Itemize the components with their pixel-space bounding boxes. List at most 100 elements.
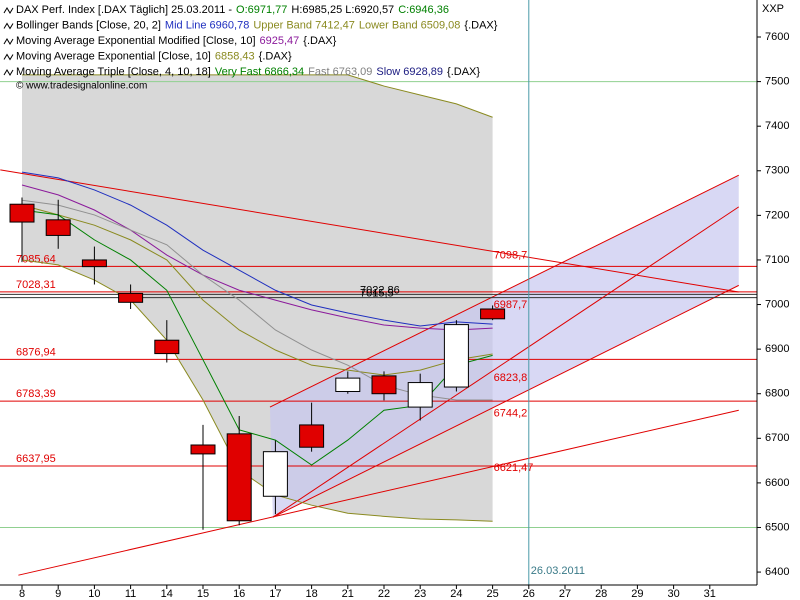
legend-entry: Bollinger Bands [Close, 20, 2] Mid Line 6… [16, 19, 498, 31]
candle-body [262, 451, 288, 497]
marker-level-label: 7015,5 [360, 288, 394, 300]
y-tick-label: 6400 [765, 566, 789, 578]
x-tick-label: 9 [55, 588, 61, 600]
x-tick-label: 28 [595, 588, 607, 600]
legend-text: Upper Band 7412,47 [253, 19, 355, 31]
y-tick-label: 6500 [765, 521, 789, 533]
y-axis-label: XXP [762, 3, 784, 15]
x-tick-label: 11 [125, 588, 136, 600]
candle-body [154, 339, 180, 355]
y-tick-label: 6800 [765, 388, 789, 400]
x-tick-label: 26 [523, 588, 535, 600]
candle-body [407, 382, 433, 408]
trend-label: 7098,7 [494, 249, 528, 261]
legend-text: Fast 6763,09 [308, 66, 372, 78]
x-tick-label: 17 [269, 588, 281, 600]
x-tick-label: 8 [19, 588, 25, 600]
legend-text: Moving Average Exponential Modified [Clo… [16, 35, 256, 47]
legend-text: Moving Average Exponential [Close, 10] [16, 50, 211, 62]
candle-body [81, 259, 107, 268]
legend-text: Mid Line 6960,78 [165, 19, 249, 31]
x-tick-label: 15 [197, 588, 209, 600]
trend-label: 6744,2 [494, 408, 528, 420]
x-tick-label: 30 [667, 588, 679, 600]
level-label: 7085,64 [16, 253, 56, 265]
legend-text: {.DAX} [464, 19, 497, 31]
legend-text: 6858,43 [215, 50, 255, 62]
candle-body [45, 219, 71, 236]
candle-body [226, 433, 252, 522]
indicator-line [21, 204, 493, 376]
legend-icon [3, 22, 14, 30]
legend: DAX Perf. Index [.DAX Täglich] 25.03.201… [3, 4, 498, 78]
candle-body [190, 444, 216, 455]
y-tick-label: 7600 [765, 31, 789, 43]
indicator-line [21, 171, 493, 327]
x-tick-label: 31 [704, 588, 716, 600]
legend-icon [3, 38, 14, 45]
candle-body [118, 292, 144, 303]
x-tick-label: 25 [486, 588, 498, 600]
candle-body [9, 203, 35, 223]
legend-text: Bollinger Bands [Close, 20, 2] [16, 19, 161, 31]
legend-entry: Moving Average Exponential [Close, 10] 68… [16, 50, 292, 62]
candle-body [480, 308, 506, 320]
legend-text: {.DAX} [303, 35, 336, 47]
y-tick-label: 7300 [765, 165, 789, 177]
legend-entry: DAX Perf. Index [.DAX Täglich] 25.03.201… [16, 4, 449, 16]
level-label: 6783,39 [16, 388, 56, 400]
x-tick-label: 21 [342, 588, 354, 600]
legend-text: DAX Perf. Index [.DAX Täglich] 25.03.201… [16, 4, 232, 16]
trendline [0, 169, 739, 293]
y-tick-label: 7500 [765, 76, 789, 88]
legend-entry: Moving Average Exponential Modified [Clo… [16, 35, 337, 47]
channel-line [269, 174, 739, 408]
y-tick-label: 7400 [765, 120, 789, 132]
x-tick-label: 18 [305, 588, 317, 600]
indicator-line [21, 259, 493, 522]
plot-area: 7085,64 7028,31 6876,94 6783,39 6637,95 7022,… [0, 0, 757, 585]
indicator-line [21, 184, 493, 331]
legend-text: 6925,47 [260, 35, 300, 47]
x-tick-label: 23 [414, 588, 426, 600]
legend-entry: Moving Average Triple [Close, 4, 10, 18]… [16, 66, 480, 78]
y-tick-label: 6600 [765, 477, 789, 489]
legend-icon [3, 7, 14, 14]
level-label: 6637,95 [16, 453, 56, 465]
legend-text: H:6985,25 L:6920,57 [291, 4, 394, 16]
x-tick-label: 22 [378, 588, 390, 600]
x-tick-label: 27 [559, 588, 571, 600]
candle-body [371, 375, 397, 395]
today-label: 26.03.2011 [531, 565, 585, 577]
x-tick-label: 29 [631, 588, 643, 600]
level-label: 7028,31 [16, 279, 56, 291]
trendline [18, 409, 739, 576]
y-tick-label: 6700 [765, 432, 789, 444]
legend-text: Moving Average Triple [Close, 4, 10, 18] [16, 66, 211, 78]
candle-body [335, 377, 361, 392]
legend-text: Lower Band 6509,08 [359, 19, 461, 31]
marker-level-label: 7022,86 [360, 284, 400, 296]
y-tick-label: 7200 [765, 209, 789, 221]
legend-text: Slow 6928,89 [376, 66, 443, 78]
channel-area [269, 175, 739, 518]
indicator-line [22, 74, 493, 118]
y-tick-label: 7100 [765, 254, 789, 266]
trend-label: 6823,8 [494, 372, 528, 384]
legend-text: C:6946,36 [398, 4, 449, 16]
x-tick-label: 16 [233, 588, 245, 600]
trend-label: 6987,7 [494, 299, 528, 311]
candle-body [443, 324, 469, 388]
watermark: © www.tradesignalonline.com [16, 81, 147, 92]
legend-icon [3, 69, 14, 76]
x-tick-label: 10 [88, 588, 100, 600]
legend-icon [3, 53, 14, 61]
y-tick-label: 6900 [765, 343, 789, 355]
x-tick-label: 24 [450, 588, 462, 600]
legend-text: O:6971,77 [236, 4, 287, 16]
legend-text: {.DAX} [259, 50, 292, 62]
x-tick-label: 14 [161, 588, 173, 600]
legend-text: {.DAX} [447, 66, 480, 78]
y-tick-label: 7000 [765, 298, 789, 310]
